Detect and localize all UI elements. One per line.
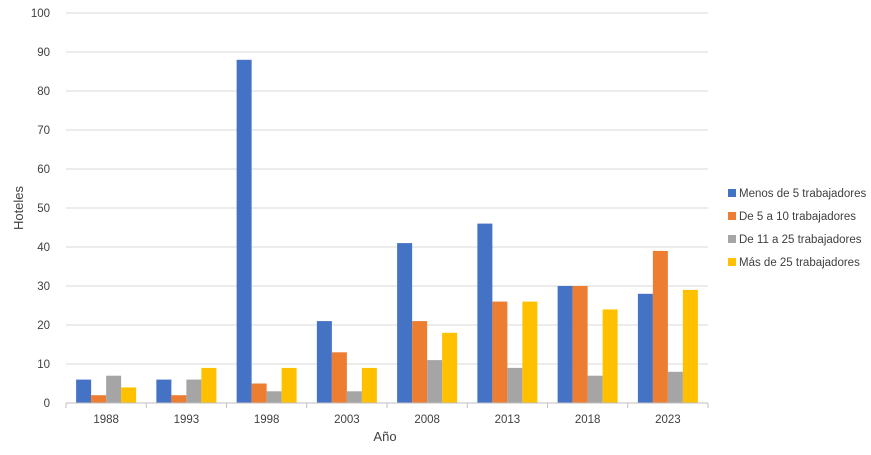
legend-label: De 11 a 25 trabajadores <box>739 234 862 246</box>
bar <box>587 375 603 403</box>
y-tick-label: 70 <box>37 125 50 137</box>
y-tick-label: 60 <box>37 164 50 176</box>
x-tick-label: 1998 <box>254 414 280 426</box>
x-tick-label: 2023 <box>655 414 681 426</box>
bar <box>76 379 92 403</box>
bar <box>522 301 538 403</box>
bar <box>236 59 252 404</box>
y-tick-label: 20 <box>37 320 50 332</box>
bar <box>316 321 332 403</box>
y-tick-label: 100 <box>31 8 50 20</box>
bar <box>201 367 217 403</box>
bars <box>76 59 698 404</box>
y-tick-label: 40 <box>37 242 50 254</box>
bar <box>602 309 618 403</box>
bar <box>361 367 377 403</box>
bar <box>572 286 588 403</box>
bar <box>652 250 668 403</box>
bar <box>492 301 508 403</box>
x-tick-label: 2013 <box>495 414 521 426</box>
gridlines <box>66 12 708 365</box>
legend: Menos de 5 trabajadores De 5 a 10 trabaja… <box>728 188 866 269</box>
legend-label: Más de 25 trabajadores <box>739 257 860 269</box>
bar <box>121 387 137 403</box>
bar <box>91 395 107 403</box>
axes: 0 10 20 30 40 50 60 70 80 90 100 1988 1993 1998 2003 20… <box>31 8 709 426</box>
bar <box>427 360 443 403</box>
y-tick-label: 90 <box>37 47 50 59</box>
x-tick-label: 2003 <box>334 414 360 426</box>
y-tick-label: 80 <box>37 86 50 98</box>
bar <box>442 332 458 403</box>
legend-label: De 5 a 10 trabajadores <box>739 211 856 223</box>
x-tick-label: 1988 <box>93 414 119 426</box>
y-tick-label: 30 <box>37 281 50 293</box>
y-tick-label: 50 <box>37 203 50 215</box>
bar <box>106 375 122 403</box>
bar <box>637 293 653 403</box>
bar <box>186 379 202 403</box>
y-axis-title: Hoteles <box>11 185 26 230</box>
bar <box>557 286 573 403</box>
x-tick-label: 2008 <box>414 414 440 426</box>
legend-swatch <box>728 189 736 197</box>
bar <box>281 367 297 403</box>
y-tick-label: 0 <box>44 398 50 410</box>
bar <box>156 379 172 403</box>
bar <box>507 367 523 403</box>
legend-swatch <box>728 212 736 220</box>
legend-swatch <box>728 235 736 243</box>
x-tick-label: 1993 <box>174 414 200 426</box>
bar <box>412 321 428 403</box>
bar <box>171 395 187 403</box>
bar <box>682 289 698 403</box>
x-tick-label: 2018 <box>575 414 601 426</box>
bar <box>346 391 362 403</box>
bar <box>331 352 347 403</box>
bar <box>397 243 413 403</box>
bar <box>251 383 267 403</box>
bar <box>667 371 683 403</box>
y-tick-label: 10 <box>37 359 50 371</box>
bar <box>477 223 493 403</box>
legend-swatch <box>728 258 736 266</box>
x-axis-title: Año <box>373 429 396 444</box>
bar <box>266 391 282 403</box>
legend-label: Menos de 5 trabajadores <box>739 188 866 200</box>
